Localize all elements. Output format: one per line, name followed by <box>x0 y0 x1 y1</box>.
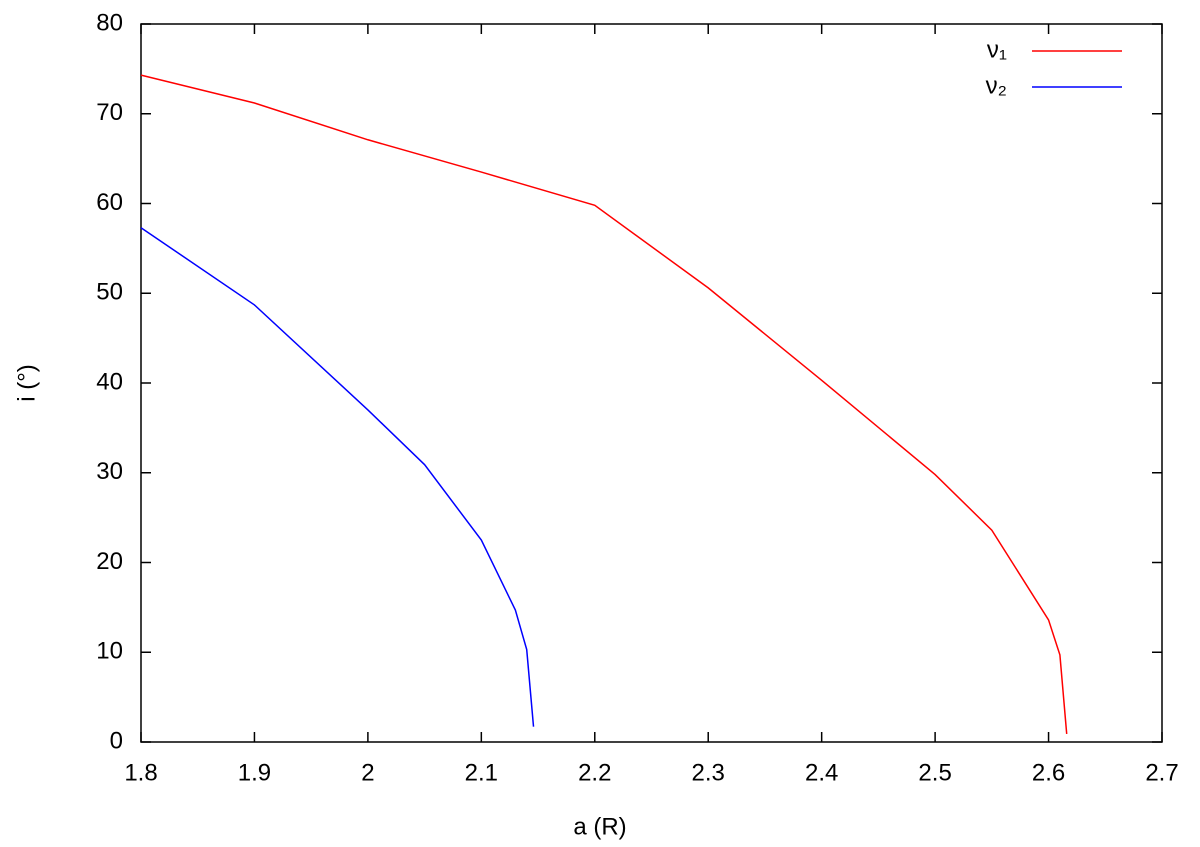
legend-label: ν₂ <box>986 72 1007 99</box>
x-tick-label: 2.6 <box>1032 759 1065 786</box>
y-tick-label: 10 <box>96 638 123 665</box>
x-tick-label: 1.8 <box>124 759 157 786</box>
series-line <box>140 74 1068 734</box>
x-tick-label: 2.7 <box>1145 759 1178 786</box>
x-axis-label: a (R) <box>573 813 626 840</box>
x-tick-label: 2.4 <box>805 759 838 786</box>
legend-label: ν₁ <box>987 36 1007 63</box>
y-tick-label: 80 <box>96 9 123 36</box>
y-tick-label: 50 <box>96 279 123 306</box>
y-tick-label: 20 <box>96 548 123 575</box>
y-tick-label: 0 <box>110 727 123 754</box>
y-tick-label: 40 <box>96 368 123 395</box>
plot-frame <box>140 23 1163 743</box>
x-tick-label: 2.3 <box>692 759 725 786</box>
y-tick-label: 70 <box>96 99 123 126</box>
y-tick-label: 60 <box>96 189 123 216</box>
y-tick-label: 30 <box>96 458 123 485</box>
x-tick-label: 2 <box>361 759 374 786</box>
series-line <box>140 227 535 727</box>
y-axis-label: i (°) <box>13 364 40 402</box>
x-tick-label: 2.2 <box>578 759 611 786</box>
x-tick-label: 2.5 <box>918 759 951 786</box>
x-tick-label: 2.1 <box>465 759 498 786</box>
x-tick-label: 1.9 <box>238 759 271 786</box>
